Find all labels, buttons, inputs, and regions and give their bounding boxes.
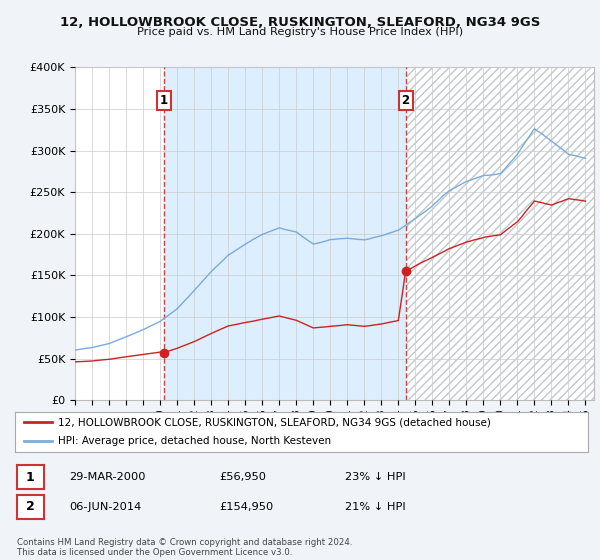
Text: 1: 1 (160, 94, 168, 107)
Bar (406, 67, 594, 400)
Text: 12, HOLLOWBROOK CLOSE, RUSKINGTON, SLEAFORD, NG34 9GS (detached house): 12, HOLLOWBROOK CLOSE, RUSKINGTON, SLEAF… (58, 417, 491, 427)
Text: Contains HM Land Registry data © Crown copyright and database right 2024.
This d: Contains HM Land Registry data © Crown c… (17, 538, 352, 557)
Bar (406, 67, 594, 400)
Text: 06-JUN-2014: 06-JUN-2014 (69, 502, 141, 512)
Bar (164, 67, 406, 400)
Text: 29-MAR-2000: 29-MAR-2000 (69, 472, 146, 482)
Text: 23% ↓ HPI: 23% ↓ HPI (345, 472, 406, 482)
Text: 12, HOLLOWBROOK CLOSE, RUSKINGTON, SLEAFORD, NG34 9GS: 12, HOLLOWBROOK CLOSE, RUSKINGTON, SLEAF… (60, 16, 540, 29)
Text: 2: 2 (26, 500, 35, 514)
Text: £154,950: £154,950 (219, 502, 273, 512)
Text: 21% ↓ HPI: 21% ↓ HPI (345, 502, 406, 512)
Text: HPI: Average price, detached house, North Kesteven: HPI: Average price, detached house, Nort… (58, 436, 331, 446)
Text: £56,950: £56,950 (219, 472, 266, 482)
Text: 2: 2 (401, 94, 410, 107)
Text: Price paid vs. HM Land Registry's House Price Index (HPI): Price paid vs. HM Land Registry's House … (137, 27, 463, 37)
Text: 1: 1 (26, 470, 35, 484)
